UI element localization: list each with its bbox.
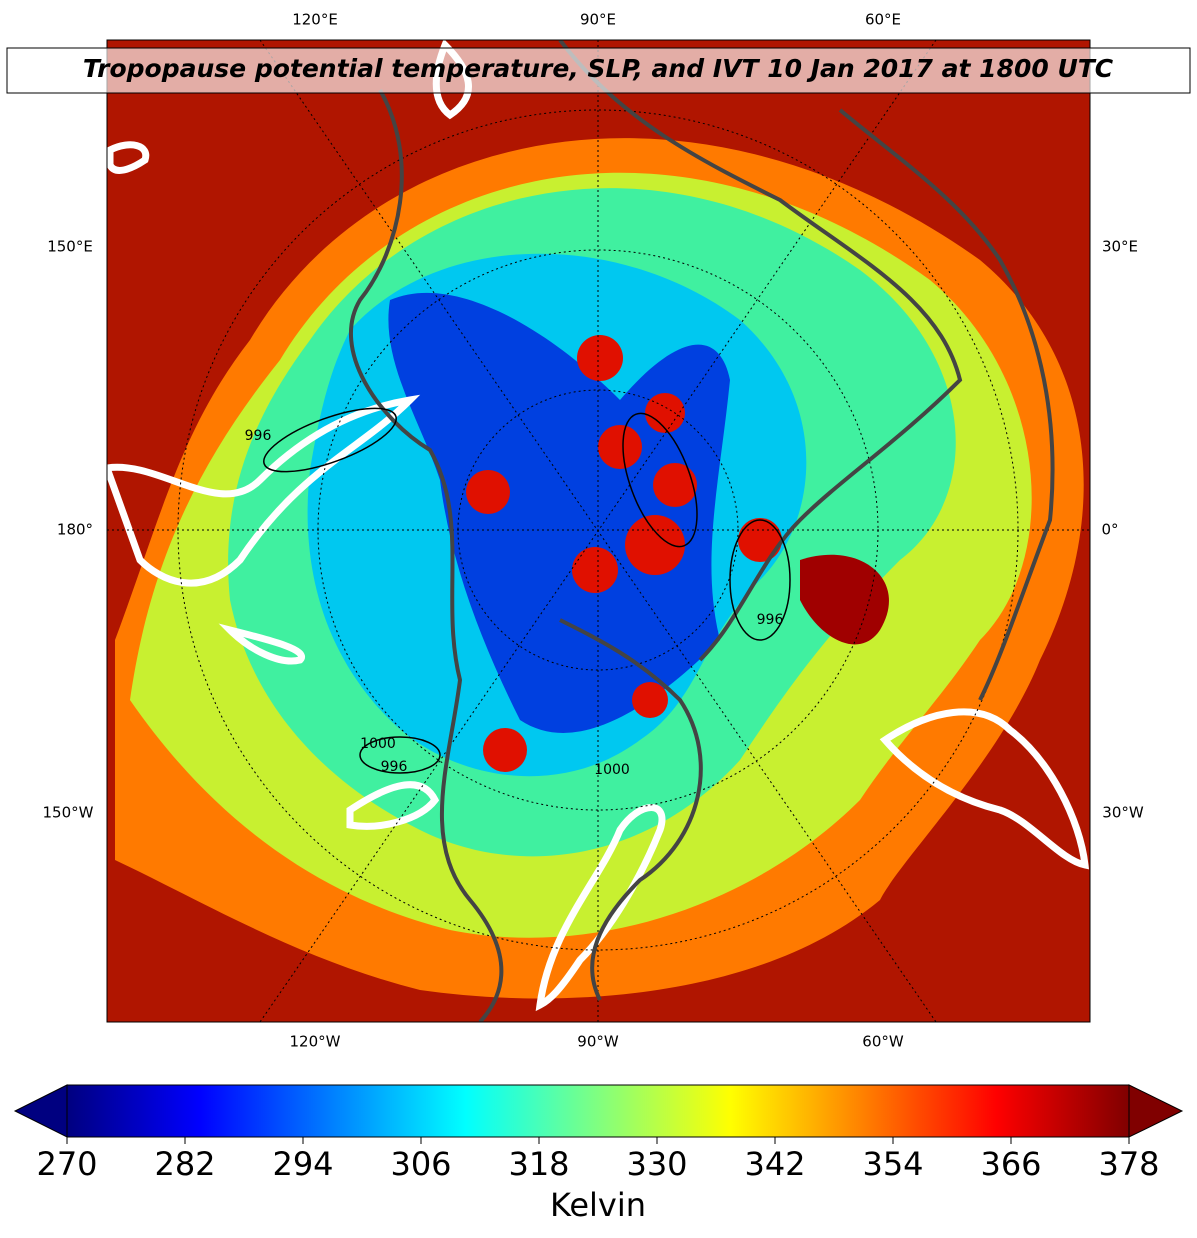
contour-labels: 1000 996 1000 996 996 xyxy=(245,428,784,778)
colorbar-tick-label: 294 xyxy=(272,1145,333,1183)
cell xyxy=(572,547,618,593)
ivt-contour xyxy=(879,708,1090,870)
red-cells xyxy=(466,335,782,772)
map-frame xyxy=(106,39,1091,1023)
cell xyxy=(653,463,697,507)
longitude-label: 150°W xyxy=(43,804,94,822)
ivt-contour xyxy=(107,141,150,174)
cell xyxy=(738,518,782,562)
title: Tropopause potential temperature, SLP, a… xyxy=(83,54,1114,83)
colorbar: Kelvin 270 282 294 306 318 330 342 354 366 378 xyxy=(13,1084,1184,1224)
longitude-label: 30°W xyxy=(1102,804,1144,822)
ivt-contour xyxy=(107,394,421,587)
coastline xyxy=(559,618,703,1001)
polar-core xyxy=(388,292,730,733)
colorbar-tick-label: 354 xyxy=(862,1145,923,1183)
contour-label: 1000 xyxy=(360,736,396,752)
longitude-label: 60°W xyxy=(862,1033,904,1051)
longitude-label: 90°E xyxy=(580,11,616,29)
ivt-contour xyxy=(218,623,306,665)
colorbar-tick-label: 282 xyxy=(154,1145,215,1183)
ivt-contour xyxy=(535,804,666,1012)
colorbar-tick-label: 330 xyxy=(626,1145,687,1183)
map: 1000 996 1000 996 996 xyxy=(107,40,1090,1022)
meridian xyxy=(259,40,937,1022)
coastline xyxy=(348,89,504,1022)
coastline xyxy=(838,108,1055,701)
longitude-label: 180° xyxy=(57,521,93,539)
longitude-label: 150°E xyxy=(47,238,93,256)
longitude-label: 120°W xyxy=(290,1033,341,1051)
cell xyxy=(625,515,685,575)
longitude-label: 90°W xyxy=(577,1033,619,1051)
longitude-label: 60°E xyxy=(865,11,901,29)
contour-label: 996 xyxy=(381,759,408,775)
colorbar-tick-label: 366 xyxy=(980,1145,1041,1183)
contour-label: 996 xyxy=(757,612,784,628)
cell xyxy=(577,335,623,381)
warm-pool xyxy=(800,554,889,645)
slp-contour xyxy=(729,519,791,641)
cell xyxy=(632,682,668,718)
graticule xyxy=(107,40,1090,1022)
colorbar-tick-label: 270 xyxy=(36,1145,97,1183)
cell xyxy=(645,393,685,433)
longitude-label: 30°E xyxy=(1102,238,1138,256)
slp-contour xyxy=(622,412,698,548)
coastlines xyxy=(348,40,1055,1022)
colorbar-label: Kelvin xyxy=(550,1186,646,1224)
colorbar-body xyxy=(66,1084,1130,1138)
colorbar-tick-label: 306 xyxy=(390,1145,451,1183)
cell xyxy=(466,470,510,514)
slp-contour xyxy=(359,736,441,774)
cell xyxy=(598,425,642,469)
slp-contours xyxy=(263,407,791,774)
cell xyxy=(483,728,527,772)
colorbar-extend-low xyxy=(13,1084,68,1138)
title-box xyxy=(6,47,1191,94)
colorbar-tick-label: 378 xyxy=(1098,1145,1159,1183)
longitude-label: 0° xyxy=(1101,521,1118,539)
colorbar-extend-high xyxy=(1128,1084,1184,1138)
colorbar-tick-label: 318 xyxy=(508,1145,569,1183)
longitude-label: 120°E xyxy=(292,11,338,29)
slp-contour xyxy=(263,407,397,473)
ivt-contour xyxy=(346,781,440,830)
contour-label: 996 xyxy=(245,428,272,444)
ivt-contours xyxy=(107,40,1090,1012)
contour-label: 1000 xyxy=(594,762,630,778)
colorbar-tick-label: 342 xyxy=(744,1145,805,1183)
coastline xyxy=(558,40,963,662)
longitude-labels: 120°E 90°E 60°E 120°W 90°W 60°W 150°E 180° 150°W… xyxy=(43,11,1144,1051)
